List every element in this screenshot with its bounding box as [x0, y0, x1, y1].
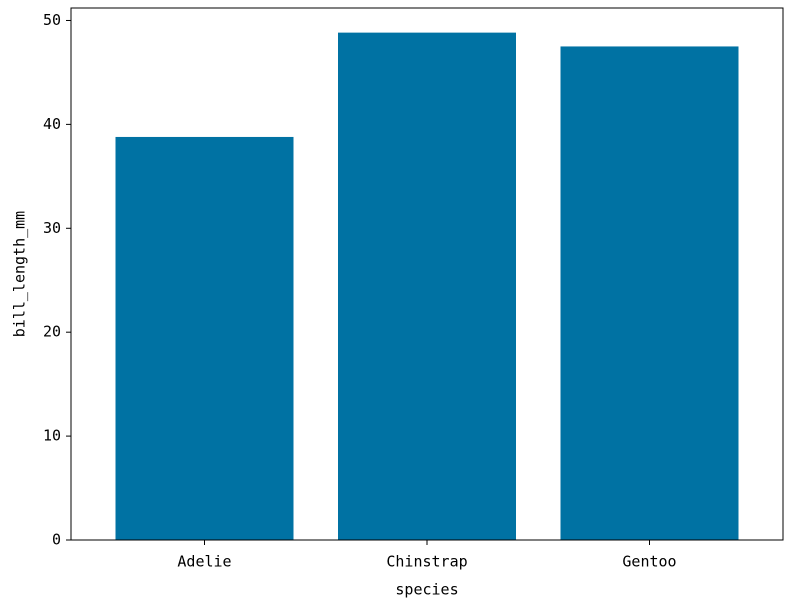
bar [115, 136, 294, 540]
x-tick-label: Chinstrap [386, 553, 467, 571]
y-axis-label: bill_length_mm [11, 211, 29, 337]
x-tick-label: Adelie [177, 553, 231, 571]
y-tick-label: 50 [43, 11, 61, 29]
y-tick-label: 10 [43, 427, 61, 445]
bar [560, 46, 739, 540]
x-axis-label: species [395, 581, 458, 599]
bar [338, 32, 516, 540]
x-tick-label: Gentoo [622, 553, 676, 571]
y-tick-label: 40 [43, 115, 61, 133]
y-tick-label: 30 [43, 219, 61, 237]
y-tick-label: 20 [43, 323, 61, 341]
y-tick-label: 0 [52, 531, 61, 549]
plot-frame [70, 7, 784, 541]
